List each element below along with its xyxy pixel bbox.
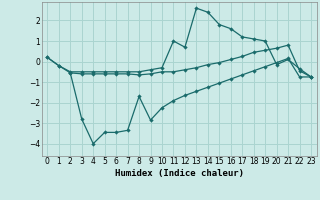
- X-axis label: Humidex (Indice chaleur): Humidex (Indice chaleur): [115, 169, 244, 178]
